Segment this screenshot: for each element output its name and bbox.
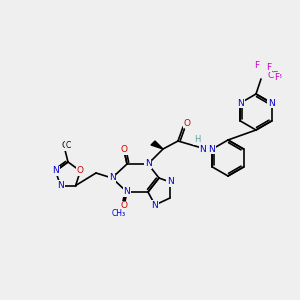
Text: O: O [184,118,190,127]
Text: N: N [152,200,158,209]
Text: N: N [109,173,116,182]
Text: N: N [52,167,59,176]
Text: N: N [145,160,152,169]
Polygon shape [151,141,163,149]
Text: C: C [65,142,70,151]
Text: N: N [167,178,173,187]
Text: N: N [237,98,244,107]
Text: CF₃: CF₃ [268,70,283,80]
Text: N: N [208,145,215,154]
Text: H: H [194,136,200,145]
Text: N: N [268,98,275,107]
Text: O: O [77,167,84,176]
Text: F: F [266,62,272,71]
Text: F: F [274,73,280,82]
Text: C: C [62,142,68,151]
Text: CH₃: CH₃ [112,209,126,218]
Text: N: N [200,145,206,154]
Text: F: F [254,61,260,70]
Text: N: N [57,181,64,190]
Text: N: N [124,188,130,196]
Text: O: O [121,146,128,154]
Text: O: O [121,202,128,211]
